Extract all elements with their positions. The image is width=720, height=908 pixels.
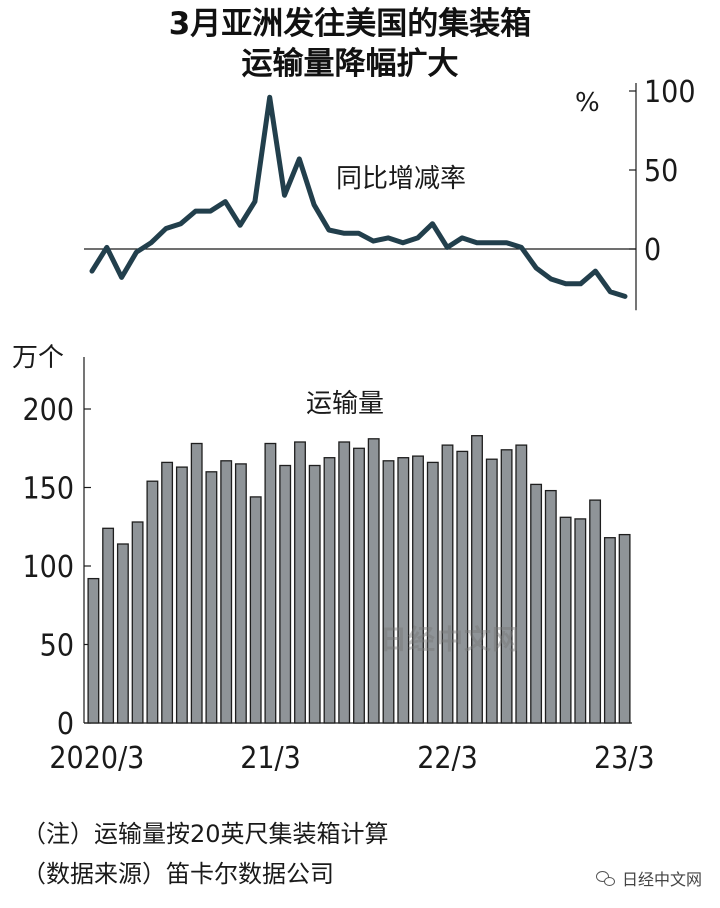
volume-bar [589,499,602,724]
volume-bar [294,441,306,724]
series-label: 运输量 [306,389,384,419]
volume-bar [412,455,424,724]
volume-bar [87,577,100,724]
y-tick-label: 100 [22,550,74,585]
note-text: （注）运输量按20英尺集装箱计算 [22,820,389,848]
source-text: （数据来源）笛卡尔数据公司 [22,860,334,888]
volume-bar [323,457,336,724]
volume-bar [426,461,439,724]
y-tick-label: 200 [22,393,74,428]
y-tick-label: 0 [644,233,661,268]
volume-bar [397,457,410,724]
volume-bar [456,450,469,724]
y-unit-label: 万个 [12,343,64,373]
y-tick-label: 0 [57,707,74,742]
volume-bar [220,460,233,724]
yoy-series-line [89,94,628,299]
volume-bar [618,533,631,724]
volume-bar [471,435,483,724]
y-tick-label: 50 [40,629,74,664]
volume-bar [353,447,365,724]
volume-bar [264,442,277,724]
volume-bar [603,537,616,724]
volume-bar [308,464,321,724]
volume-bar [544,489,557,724]
volume-bar [190,442,203,724]
volume-bar [382,460,395,724]
volume-bar [515,444,528,724]
chart-title-line2: 运输量降幅扩大 [241,46,459,82]
volume-bar [338,441,351,724]
x-tick-label: 2020/3 [49,741,144,776]
volume-bar [161,461,174,724]
volume-bar [530,483,543,724]
notes: （注）运输量按20英尺集装箱计算 （数据来源）笛卡尔数据公司 [22,814,389,894]
volume-bar [102,527,115,724]
y-tick-label: 50 [644,154,678,189]
volume-bar [234,463,247,724]
wechat-icon [595,870,616,886]
volume-bar [175,466,188,724]
volume-bar [441,444,454,724]
x-tick-label: 22/3 [417,741,478,776]
y-unit-label: % [575,88,600,118]
yoy-line-chart: 0 50 100% 同比增减率 [84,75,696,311]
volume-bar [116,543,129,724]
chart-title-line1: 3月亚洲发往美国的集装箱 [168,6,532,42]
x-tick-label: 23/3 [594,741,655,776]
volume-bar [574,518,587,724]
x-tick-label: 21/3 [240,741,301,776]
brand-badge: 日经中文网 [595,866,702,890]
brand-label: 日经中文网 [621,870,702,889]
volume-bar [131,521,144,724]
chart-title: 3月亚洲发往美国的集装箱 运输量降幅扩大 [0,4,700,84]
watermark: 日经中文网 [380,625,520,656]
volume-bar [367,438,380,724]
volume-bar [249,496,262,724]
volume-bar [146,480,159,724]
volume-bar [205,471,218,724]
volume-bar [485,458,498,724]
volume-bar [559,516,572,724]
y-tick-label: 100 [644,75,696,110]
series-label: 同比增减率 [336,164,466,194]
y-tick-label: 150 [22,472,74,507]
volume-bar [279,464,292,724]
volume-bar [500,449,513,724]
